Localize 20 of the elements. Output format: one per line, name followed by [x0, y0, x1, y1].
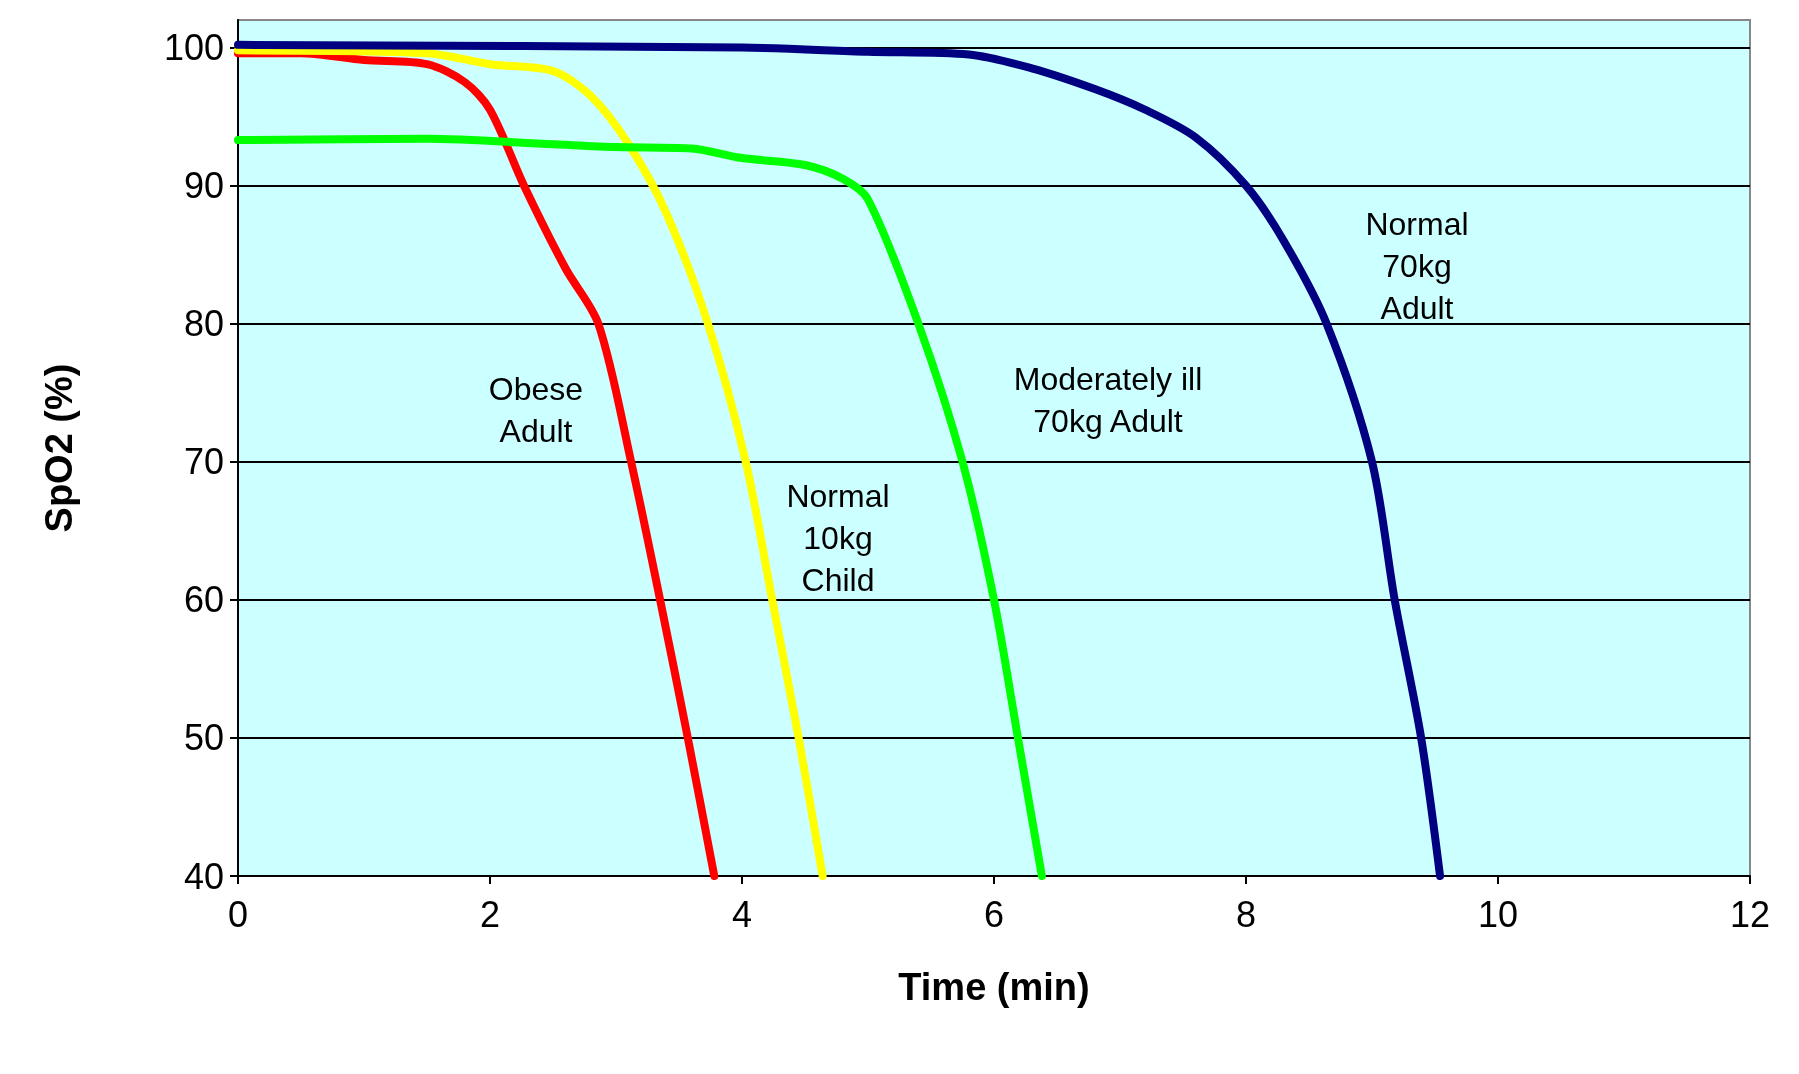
- annotation: Normal 70kg Adult: [1365, 206, 1469, 326]
- x-tick-label: 4: [731, 893, 753, 935]
- y-tick-label: 70: [183, 441, 224, 483]
- y-tick-label: 60: [183, 579, 224, 621]
- x-tick-label: 0: [227, 893, 249, 935]
- x-tick-label: 6: [983, 893, 1005, 935]
- y-tick-label: 90: [183, 165, 224, 207]
- x-tick-label: 8: [1235, 893, 1257, 935]
- x-tick-label: 12: [1729, 893, 1771, 935]
- y-tick-label: 50: [183, 717, 224, 759]
- annotation: Obese Adult: [488, 371, 584, 449]
- x-axis-title: Time (min): [898, 966, 1090, 1008]
- y-axis-title: SpO2 (%): [38, 363, 80, 533]
- y-tick-label: 80: [183, 303, 224, 345]
- annotation: Normal 10kg Child: [786, 478, 890, 598]
- x-tick-label: 2: [479, 893, 501, 935]
- annotation: Moderately ill 70kg Adult: [1013, 361, 1203, 439]
- y-tick-label: 100: [163, 27, 224, 69]
- x-tick-label: 10: [1477, 893, 1519, 935]
- y-tick-label: 40: [183, 855, 224, 897]
